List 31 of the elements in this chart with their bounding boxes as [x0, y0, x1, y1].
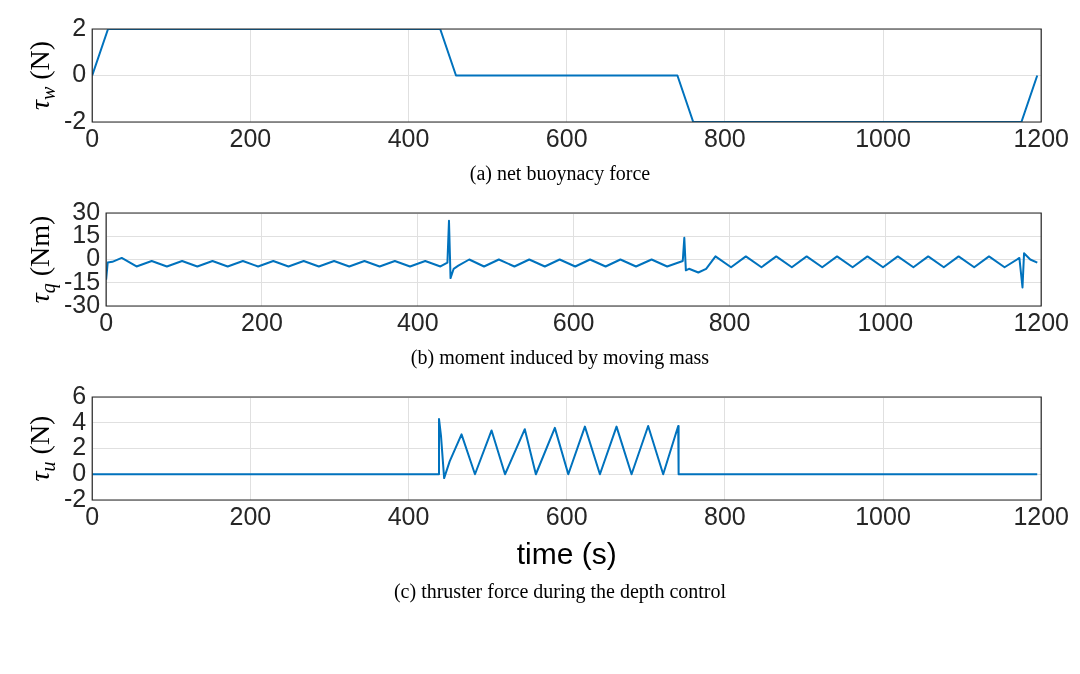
y-axis-title: τq (Nm) — [24, 215, 61, 304]
x-tick-label: 400 — [387, 501, 430, 530]
x-tick-label: 200 — [229, 501, 272, 530]
x-tick-label: 1200 — [1013, 307, 1069, 336]
x-tick-label: 1000 — [855, 123, 911, 152]
x-tick-label: 400 — [396, 307, 439, 336]
x-tick-label: 1000 — [855, 501, 911, 530]
text: (c) thruster force during the depth control — [392, 579, 728, 605]
y-axis-title: τu (N) — [24, 415, 60, 482]
x-tick-label: 1200 — [1013, 123, 1069, 152]
text: (a) net buoynacy force — [468, 161, 652, 187]
x-tick-label: 1000 — [857, 307, 914, 336]
x-tick-label: 800 — [704, 123, 746, 152]
y-axis-title: τw (N) — [24, 40, 60, 111]
y-tick-label: 4 — [72, 406, 87, 435]
x-tick-label: 600 — [545, 123, 588, 152]
text: (b) moment induced by moving mass — [409, 345, 711, 371]
x-axis-title: time (s) — [516, 537, 617, 571]
y-tick-label: -2 — [63, 105, 87, 134]
x-tick-label: 600 — [552, 307, 595, 336]
x-tick-label: 1200 — [1013, 501, 1069, 530]
x-tick-label: 800 — [708, 307, 751, 336]
x-tick-label: 600 — [545, 501, 588, 530]
y-tick-label: 0 — [72, 59, 87, 88]
y-tick-label: 6 — [72, 380, 87, 409]
x-tick-label: 400 — [387, 123, 430, 152]
x-tick-label: 200 — [229, 123, 272, 152]
y-tick-label: 2 — [72, 12, 87, 41]
x-tick-label: 800 — [704, 501, 746, 530]
y-tick-label: 2 — [72, 432, 87, 461]
x-tick-label: 200 — [241, 307, 283, 336]
